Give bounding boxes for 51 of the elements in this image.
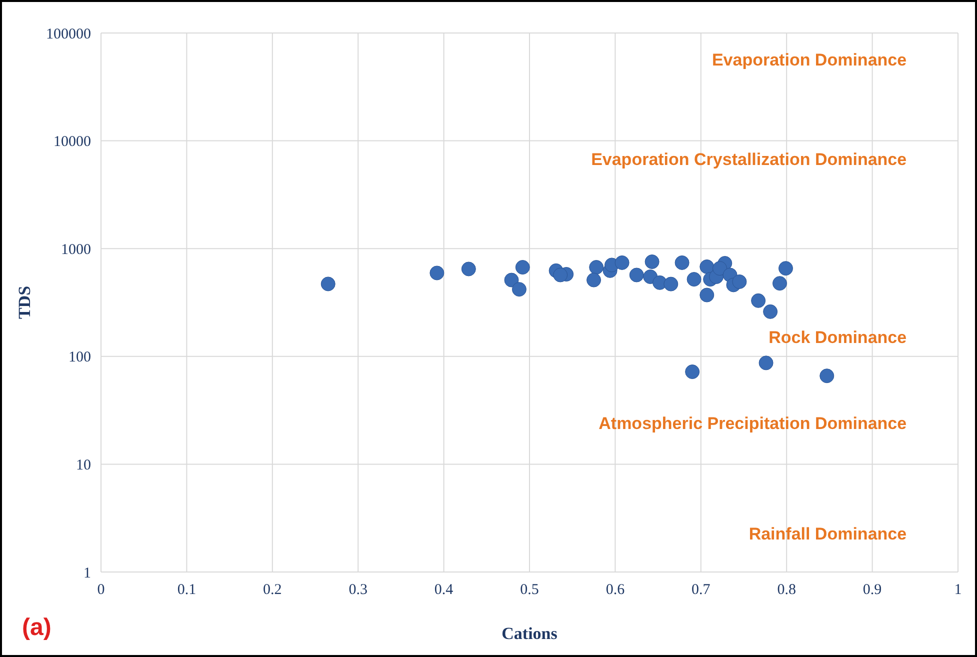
annotation: Rainfall Dominance <box>748 524 907 544</box>
point <box>614 255 630 270</box>
y-tick-label: 100 <box>68 350 91 366</box>
x-tick-label: 1 <box>954 582 962 598</box>
annotation: Evaporation Dominance <box>712 50 907 70</box>
y-axis-title: TDS <box>15 286 34 320</box>
point <box>644 254 660 270</box>
point <box>320 276 336 292</box>
x-tick-label: 0.3 <box>348 582 368 598</box>
point <box>732 274 747 289</box>
x-tick-label: 0 <box>97 582 105 598</box>
point <box>512 282 526 297</box>
point <box>820 368 834 384</box>
point <box>629 268 644 282</box>
point <box>515 260 530 275</box>
point <box>700 288 714 302</box>
point <box>430 266 444 280</box>
point <box>758 356 774 370</box>
x-axis-title: Cations <box>502 624 558 643</box>
point <box>712 261 728 276</box>
x-tick-label: 0.2 <box>263 582 282 598</box>
point <box>553 268 568 282</box>
point <box>674 255 690 270</box>
point <box>772 276 787 291</box>
annotation: Rock Dominance <box>768 328 907 347</box>
x-tick-label: 0.8 <box>777 582 796 598</box>
point <box>664 276 678 292</box>
annotation: Evaporation Crystallization Dominance <box>591 150 907 170</box>
y-tick-label: 1 <box>84 565 91 582</box>
y-tick-label: 10000 <box>54 134 91 150</box>
x-tick-label: 0.7 <box>692 582 711 598</box>
x-tick-label: 0.6 <box>606 582 626 598</box>
point <box>504 272 519 288</box>
y-tick-label: 10 <box>76 457 91 474</box>
point <box>589 260 604 275</box>
point <box>686 272 702 287</box>
point <box>751 293 766 308</box>
point <box>778 261 793 276</box>
y-tick-label: 1000 <box>61 242 91 258</box>
text: (a) <box>22 614 52 641</box>
x-tick-label: 0.5 <box>520 582 539 598</box>
annotation: Atmospheric Precipitation Dominance <box>598 414 907 434</box>
y-tick-label: 100000 <box>46 26 91 42</box>
point <box>461 262 476 276</box>
point <box>763 304 778 319</box>
x-tick-label: 0.9 <box>862 582 882 598</box>
x-tick-label: 0.4 <box>434 582 454 598</box>
x-tick-label: 0.1 <box>177 582 196 598</box>
point <box>685 364 700 380</box>
point <box>586 272 602 288</box>
point <box>700 259 714 274</box>
